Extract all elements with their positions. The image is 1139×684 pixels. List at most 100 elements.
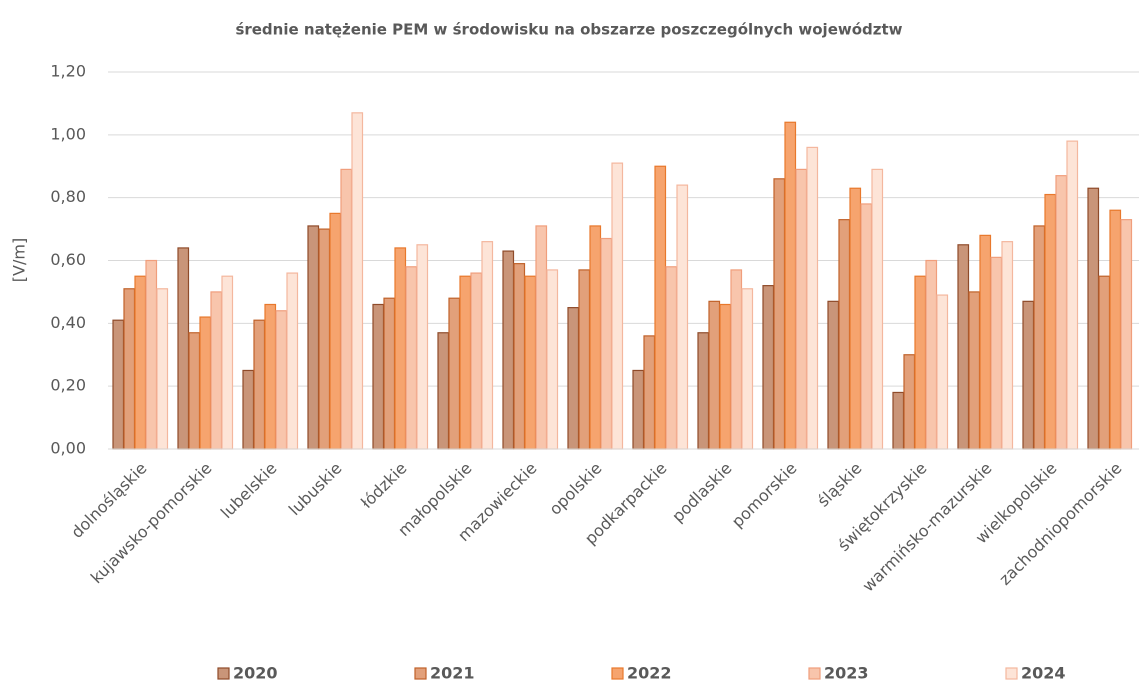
bar: [199, 316, 212, 450]
bar: [264, 303, 277, 450]
bar: [1022, 300, 1035, 450]
bar: [372, 303, 385, 450]
bar: [1120, 219, 1133, 450]
x-tick-label: opolskie: [545, 459, 605, 519]
y-tick-label: 0,60: [50, 250, 86, 269]
legend-swatch: [414, 667, 427, 680]
bar: [849, 187, 862, 450]
bar: [134, 275, 147, 450]
legend-label: 2021: [430, 664, 475, 683]
bar: [838, 219, 851, 450]
bar: [676, 184, 689, 450]
bar: [643, 335, 656, 450]
bar: [784, 121, 797, 450]
bar: [329, 212, 342, 450]
bar: [730, 269, 743, 450]
x-tick-label: zachodniopomorskie: [995, 459, 1125, 589]
x-tick-label: lubelskie: [217, 459, 281, 523]
bar: [936, 294, 949, 450]
bar: [524, 275, 537, 450]
bar: [957, 244, 970, 450]
bar: [1066, 140, 1079, 450]
bar: [145, 259, 158, 450]
bar: [1098, 275, 1111, 450]
bar: [654, 165, 667, 450]
bar: [860, 203, 873, 450]
legend-label: 2022: [627, 664, 672, 683]
y-tick-label: 0,40: [50, 313, 86, 332]
bar: [112, 319, 125, 450]
y-tick-label: 1,00: [50, 124, 86, 143]
x-tick-label: pomorskie: [728, 459, 801, 532]
bar: [394, 247, 407, 450]
bar: [795, 168, 808, 450]
bar: [502, 250, 515, 450]
bar: [632, 369, 645, 450]
bar: [459, 275, 472, 450]
legend-swatch: [217, 667, 230, 680]
y-tick-label: 1,20: [50, 62, 86, 81]
bar: [318, 228, 331, 450]
bar: [405, 266, 418, 450]
chart-title: średnie natężenie PEM w środowisku na ob…: [235, 21, 902, 39]
bar: [611, 162, 624, 450]
bar: [1001, 241, 1014, 450]
bar: [448, 297, 461, 450]
bar: [708, 300, 721, 450]
y-tick-label: 0,80: [50, 187, 86, 206]
bar: [437, 332, 450, 450]
bar: [1044, 193, 1057, 450]
bar: [719, 303, 732, 450]
bar: [903, 354, 916, 450]
bar: [1033, 225, 1046, 450]
legend-swatch: [808, 667, 821, 680]
bar: [383, 297, 396, 450]
bar: [871, 168, 884, 450]
bar: [665, 266, 678, 450]
legend-label: 2024: [1021, 664, 1066, 683]
bar: [275, 310, 288, 450]
bar: [351, 112, 364, 450]
bar: [156, 288, 169, 450]
bar: [892, 391, 905, 450]
bar: [340, 168, 353, 450]
x-tick-label: łódzkie: [357, 459, 410, 512]
bar: [1109, 209, 1122, 450]
x-tick-label: warmińsko-mazurskie: [859, 459, 996, 596]
bar: [990, 256, 1003, 450]
bar: [535, 225, 548, 450]
bar: [925, 259, 938, 450]
bar: [589, 225, 602, 450]
bar: [578, 269, 591, 450]
legend-label: 2020: [233, 664, 278, 683]
bar: [253, 319, 266, 450]
x-tick-label: podlaskie: [668, 459, 735, 526]
bar: [600, 237, 613, 450]
bar: [286, 272, 299, 450]
bar: [762, 285, 775, 450]
bar: [806, 146, 819, 450]
bar: [221, 275, 234, 450]
bar: [481, 241, 494, 450]
bar: [567, 307, 580, 450]
y-axis-label: [V/m]: [10, 238, 29, 282]
y-tick-label: 0,00: [50, 439, 86, 458]
bar: [697, 332, 710, 450]
x-tick-label: kujawsko-pomorskie: [87, 459, 216, 588]
bar: [513, 263, 526, 450]
legend-swatch: [611, 667, 624, 680]
bar: [914, 275, 927, 450]
bar: [979, 234, 992, 450]
bar: [1087, 187, 1100, 450]
legend-swatch: [1005, 667, 1018, 680]
bar: [123, 288, 136, 450]
bar: [188, 332, 201, 450]
bar: [416, 244, 429, 450]
bar: [307, 225, 320, 450]
legend-label: 2023: [824, 664, 869, 683]
bar: [546, 269, 559, 450]
bar: [177, 247, 190, 450]
bar: [210, 291, 223, 450]
